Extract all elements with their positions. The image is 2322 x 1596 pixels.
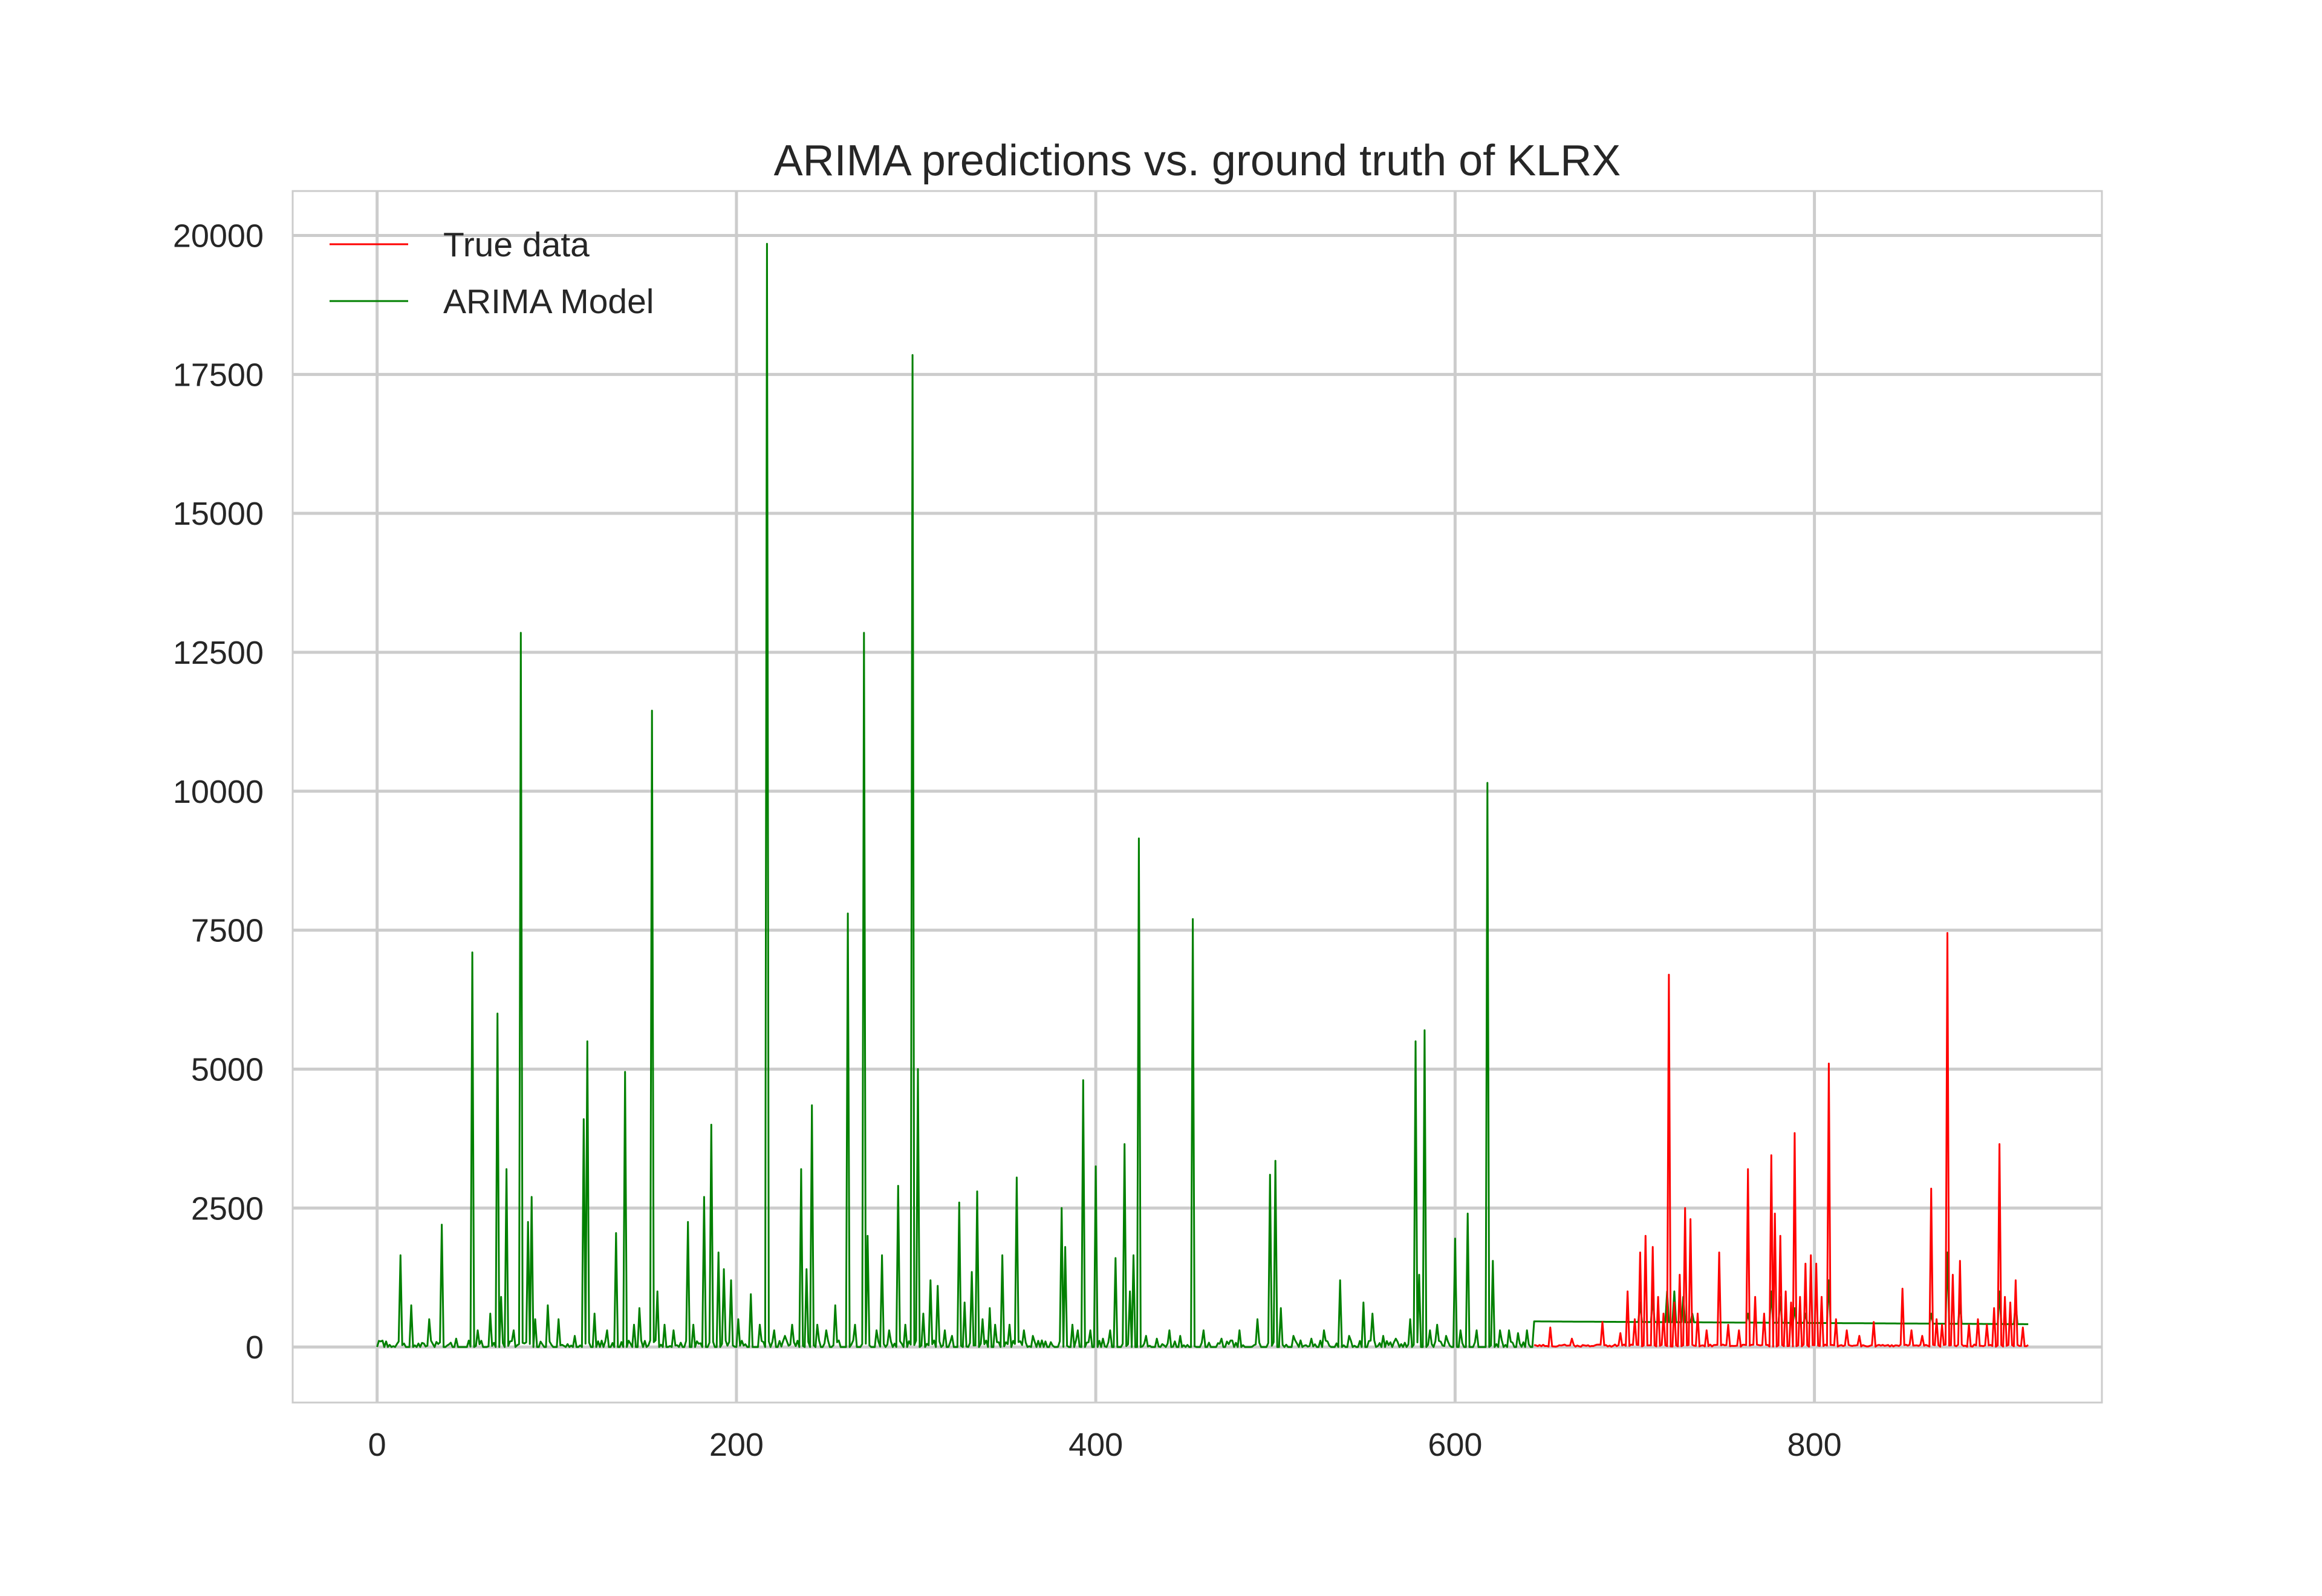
series-line-arima-model: [376, 242, 2029, 1348]
y-tick-label: 17500: [173, 357, 264, 393]
y-tick-label: 2500: [191, 1190, 264, 1227]
x-tick-label: 400: [1068, 1427, 1123, 1463]
y-tick-label: 20000: [173, 218, 264, 255]
tick-labels: 0 200 400 600 800 0 2500 5000 7500 10000 12500 1500…: [173, 218, 1842, 1463]
y-tick-label: 5000: [191, 1051, 264, 1088]
chart-title: ARIMA predictions vs. ground truth of KL…: [774, 137, 1621, 185]
series-layer: [376, 242, 2029, 1348]
legend-label-true-data: True data: [443, 225, 590, 264]
plot-frame: [291, 190, 2103, 1404]
x-tick-label: 200: [709, 1427, 764, 1463]
x-tick-label: 600: [1428, 1427, 1482, 1463]
y-tick-label: 0: [246, 1329, 264, 1366]
x-tick-label: 0: [368, 1427, 386, 1463]
y-tick-label: 15000: [173, 496, 264, 532]
legend-label-arima-model: ARIMA Model: [443, 282, 654, 321]
y-tick-label: 10000: [173, 774, 264, 810]
series-line-true-data: [1533, 932, 2029, 1348]
x-tick-label: 800: [1787, 1427, 1842, 1463]
y-tick-label: 12500: [173, 635, 264, 671]
y-tick-label: 7500: [191, 913, 264, 949]
legend: True data ARIMA Model: [330, 225, 654, 321]
